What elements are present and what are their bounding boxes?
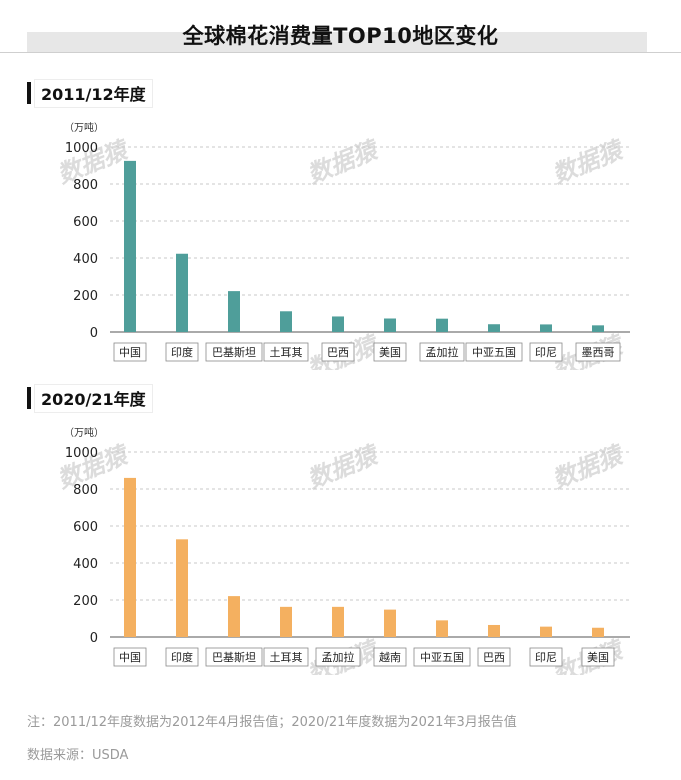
bar xyxy=(384,318,396,332)
bar xyxy=(540,324,552,332)
page-title: 全球棉花消费量TOP10地区变化 xyxy=(182,24,499,48)
category-label-box xyxy=(165,342,199,362)
unit-label: （万吨） xyxy=(64,426,104,439)
category-label-box xyxy=(373,647,407,667)
bar xyxy=(228,596,240,637)
category-label-box xyxy=(113,647,147,667)
category-label: 巴西 xyxy=(483,651,505,664)
y-tick-label: 200 xyxy=(73,289,98,304)
section-title-2020: 2020/21年度 xyxy=(34,383,153,413)
bar xyxy=(228,291,240,332)
title-divider xyxy=(0,52,681,53)
category-label-box xyxy=(413,647,471,667)
bar xyxy=(176,539,188,637)
footnote: 注：2011/12年度数据为2012年4月报告值；2020/21年度数据为202… xyxy=(27,715,517,730)
category-label: 巴基斯坦 xyxy=(212,345,256,359)
unit-label: （万吨） xyxy=(64,121,104,134)
bar xyxy=(124,160,136,332)
watermark: 数据猿 xyxy=(303,440,383,494)
category-label: 巴西 xyxy=(327,346,349,359)
bar xyxy=(592,627,604,637)
bar-chart-2011: 数据猿数据猿数据猿数据猿数据猿（万吨）02004006008001000中国印度… xyxy=(0,110,681,370)
category-label-box xyxy=(419,342,465,362)
bar xyxy=(384,609,396,637)
y-tick-label: 400 xyxy=(73,557,98,572)
bar xyxy=(176,253,188,332)
category-label-box xyxy=(581,647,615,667)
y-tick-label: 800 xyxy=(73,483,98,498)
bar xyxy=(332,606,344,637)
category-label: 美国 xyxy=(379,346,401,359)
category-label: 中亚五国 xyxy=(472,346,516,359)
y-tick-label: 0 xyxy=(90,326,98,341)
category-label: 印度 xyxy=(171,345,193,359)
category-label: 巴基斯坦 xyxy=(212,650,256,664)
bar xyxy=(436,318,448,332)
section-marker xyxy=(27,387,31,409)
category-label-box xyxy=(465,342,523,362)
bar-chart-2020: 数据猿数据猿数据猿数据猿数据猿（万吨）02004006008001000中国印度… xyxy=(0,415,681,675)
category-label: 印度 xyxy=(171,650,193,664)
category-label-box xyxy=(529,647,563,667)
watermark: 数据猿 xyxy=(548,135,628,189)
bar xyxy=(488,324,500,332)
y-tick-label: 0 xyxy=(90,631,98,646)
bar xyxy=(488,624,500,637)
category-label-box xyxy=(373,342,407,362)
section-header-2011: 2011/12年度 xyxy=(27,78,153,108)
category-label: 中亚五国 xyxy=(420,651,464,664)
chart-svg: 数据猿数据猿数据猿数据猿数据猿（万吨）02004006008001000中国印度… xyxy=(53,426,630,675)
category-label: 孟加拉 xyxy=(322,650,355,664)
category-label-box xyxy=(113,342,147,362)
category-label: 中国 xyxy=(119,651,141,664)
bar xyxy=(332,316,344,332)
bar xyxy=(592,325,604,332)
chart-svg: 数据猿数据猿数据猿数据猿数据猿（万吨）02004006008001000中国印度… xyxy=(53,121,630,370)
y-tick-label: 400 xyxy=(73,252,98,267)
category-label-box xyxy=(263,342,309,362)
category-label: 中国 xyxy=(119,346,141,359)
category-label-box xyxy=(315,647,361,667)
y-tick-label: 600 xyxy=(73,215,98,230)
category-label: 土耳其 xyxy=(270,651,303,664)
category-label-box xyxy=(165,647,199,667)
category-label: 印尼 xyxy=(535,346,557,359)
y-tick-label: 200 xyxy=(73,594,98,609)
y-tick-label: 1000 xyxy=(65,446,98,461)
category-label: 越南 xyxy=(379,650,401,664)
bar xyxy=(540,626,552,637)
watermark: 数据猿 xyxy=(303,135,383,189)
category-label-box xyxy=(205,647,263,667)
section-marker xyxy=(27,82,31,104)
category-label: 美国 xyxy=(587,651,609,664)
category-label: 孟加拉 xyxy=(426,345,459,359)
title-band xyxy=(27,32,647,52)
bar xyxy=(436,620,448,637)
category-label-box xyxy=(205,342,263,362)
category-label: 印尼 xyxy=(535,651,557,664)
bar xyxy=(124,477,136,637)
category-label-box xyxy=(263,647,309,667)
category-label-box xyxy=(529,342,563,362)
y-tick-label: 1000 xyxy=(65,141,98,156)
bar xyxy=(280,606,292,637)
category-label-box xyxy=(477,647,511,667)
y-tick-label: 600 xyxy=(73,520,98,535)
category-label-box xyxy=(575,342,621,362)
section-header-2020: 2020/21年度 xyxy=(27,383,153,413)
category-label-box xyxy=(321,342,355,362)
bar xyxy=(280,311,292,332)
source-note: 数据来源：USDA xyxy=(27,748,129,763)
watermark: 数据猿 xyxy=(548,440,628,494)
category-label: 墨西哥 xyxy=(582,346,615,359)
category-label: 土耳其 xyxy=(270,346,303,359)
section-title-2011: 2011/12年度 xyxy=(34,78,153,108)
y-tick-label: 800 xyxy=(73,178,98,193)
